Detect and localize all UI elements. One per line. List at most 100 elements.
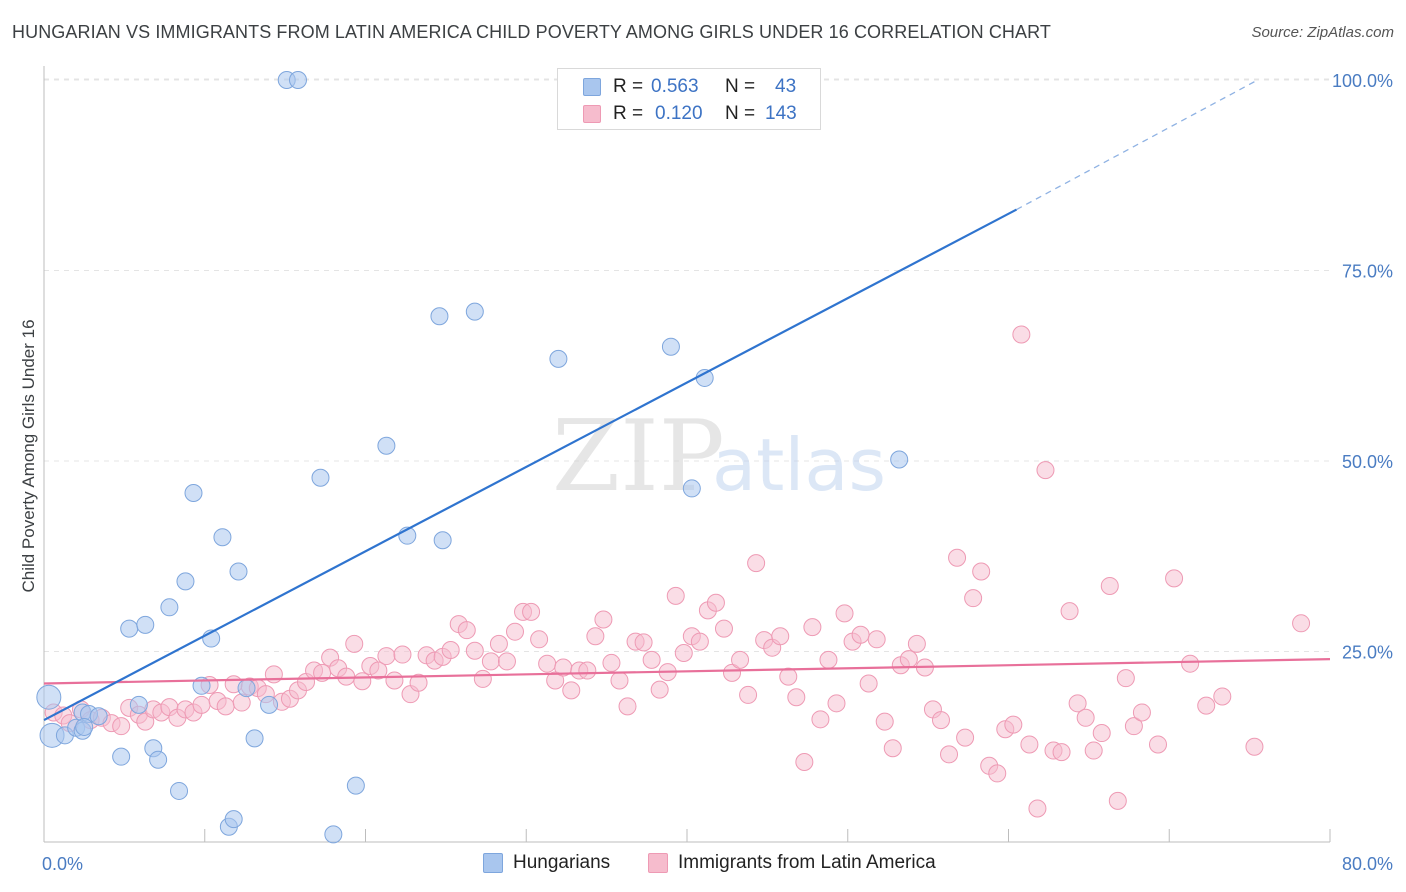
y-tick-label: 75.0% [1342, 262, 1393, 282]
blue-point [682, 479, 701, 498]
pink-point [771, 627, 790, 646]
pink-point [618, 697, 637, 716]
pink-point [578, 661, 597, 680]
y-tick-labels: 25.0% 50.0% 75.0% 100.0% [1332, 71, 1393, 663]
pink-point [714, 619, 733, 638]
pink-point [586, 627, 605, 646]
y-axis-label: Child Poverty Among Girls Under 16 [19, 319, 38, 592]
pink-point [1100, 576, 1119, 595]
blue-point [36, 684, 62, 710]
r-label: R = [613, 103, 644, 124]
pink-point [1052, 743, 1071, 762]
pink-point [988, 764, 1007, 783]
pink-point [674, 644, 693, 663]
pink-point [851, 625, 870, 644]
n-value: 43 [775, 76, 797, 97]
blue-point [89, 707, 108, 726]
pink-point [819, 650, 838, 669]
blue-point [112, 747, 131, 766]
legend-label: Immigrants from Latin America [678, 852, 936, 873]
legend-swatch-blue [583, 78, 601, 96]
blue-point [324, 825, 343, 844]
pink-point [602, 653, 621, 672]
blue-point [377, 436, 396, 455]
pink-point [1084, 741, 1103, 760]
watermark: ZIP atlas [552, 400, 886, 514]
pink-point [497, 652, 516, 671]
x-ticks [43, 829, 1331, 842]
pink-point [835, 604, 854, 623]
legend-row-hungarians: R = 0.563 N = 43 [558, 74, 825, 100]
pink-point [1181, 654, 1200, 673]
pink-point [385, 671, 404, 690]
pink-point [795, 752, 814, 771]
legend-item-hungarians[interactable]: Hungarians [483, 852, 610, 874]
n-label: N = [725, 103, 756, 124]
pink-point [859, 674, 878, 693]
y-tick-label: 25.0% [1342, 643, 1393, 663]
pink-point [377, 647, 396, 666]
pink-point [948, 548, 967, 567]
chart-title: HUNGARIAN VS IMMIGRANTS FROM LATIN AMERI… [12, 22, 1051, 42]
pink-point [546, 671, 565, 690]
pink-point [731, 650, 750, 669]
pink-point [112, 717, 131, 736]
pink-point [1245, 737, 1264, 756]
blue-point [75, 717, 94, 736]
pink-point [747, 554, 766, 573]
blue-trend-extension [1016, 79, 1258, 211]
y-tick-label: 100.0% [1332, 71, 1393, 91]
blue-point [661, 337, 680, 356]
pink-point [457, 621, 476, 640]
pink-point [867, 630, 886, 649]
blue-point [260, 695, 279, 714]
pink-point [1213, 687, 1232, 706]
correlation-legend: R = 0.563 N = 43 R = 0.120 N = 143 [557, 68, 821, 130]
legend-label: Hungarians [513, 852, 611, 873]
pink-point [1060, 602, 1079, 621]
pink-point [642, 650, 661, 669]
blue-point [170, 781, 189, 800]
pink-point [956, 728, 975, 747]
blue-trend-line [43, 208, 1018, 722]
x-tick-label-max: 80.0% [1342, 854, 1393, 874]
pink-point [723, 663, 742, 682]
pink-point [811, 710, 830, 729]
pink-point [972, 562, 991, 581]
pink-point [1108, 791, 1127, 810]
blue-point [245, 729, 264, 748]
r-value: 0.563 [651, 76, 699, 97]
blue-point [224, 810, 243, 829]
pink-point [465, 641, 484, 660]
watermark-zip: ZIP [552, 400, 725, 514]
y-tick-label: 50.0% [1342, 452, 1393, 472]
pink-point [1092, 724, 1111, 743]
pink-point [1036, 461, 1055, 480]
pink-point [875, 712, 894, 731]
blue-point [465, 302, 484, 321]
source-label: Source: ZipAtlas.com [1251, 24, 1394, 41]
series-legend: Hungarians Immigrants from Latin America [0, 852, 1406, 878]
trend-lines [43, 79, 1331, 722]
pink-point [594, 610, 613, 629]
pink-point [634, 633, 653, 652]
pink-trend-line [43, 658, 1331, 685]
pink-point [1068, 694, 1087, 713]
blue-point [311, 468, 330, 487]
pink-point [1028, 799, 1047, 818]
pink-point [489, 634, 508, 653]
blue-point [890, 450, 909, 469]
pink-point [1292, 614, 1311, 633]
pink-point [899, 650, 918, 669]
pink-point [931, 711, 950, 730]
pink-point [1076, 708, 1095, 727]
pink-point [1004, 715, 1023, 734]
x-tick-label-min: 0.0% [42, 854, 83, 874]
legend-item-latin-america[interactable]: Immigrants from Latin America [648, 852, 936, 874]
pink-point [216, 697, 235, 716]
watermark-atlas: atlas [712, 423, 886, 507]
r-value: 0.120 [655, 103, 703, 124]
n-label: N = [725, 76, 756, 97]
pink-point [530, 630, 549, 649]
